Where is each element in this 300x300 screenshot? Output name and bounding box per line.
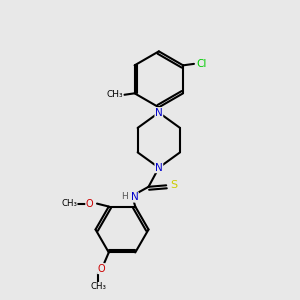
- Text: N: N: [130, 192, 138, 202]
- Text: O: O: [86, 199, 94, 208]
- Text: Cl: Cl: [196, 59, 207, 69]
- Text: N: N: [155, 163, 163, 173]
- Text: H: H: [122, 192, 128, 201]
- Text: CH₃: CH₃: [91, 282, 106, 291]
- Text: N: N: [155, 108, 163, 118]
- Text: O: O: [98, 264, 105, 274]
- Text: CH₃: CH₃: [106, 90, 123, 99]
- Text: CH₃: CH₃: [61, 199, 77, 208]
- Text: S: S: [170, 180, 177, 190]
